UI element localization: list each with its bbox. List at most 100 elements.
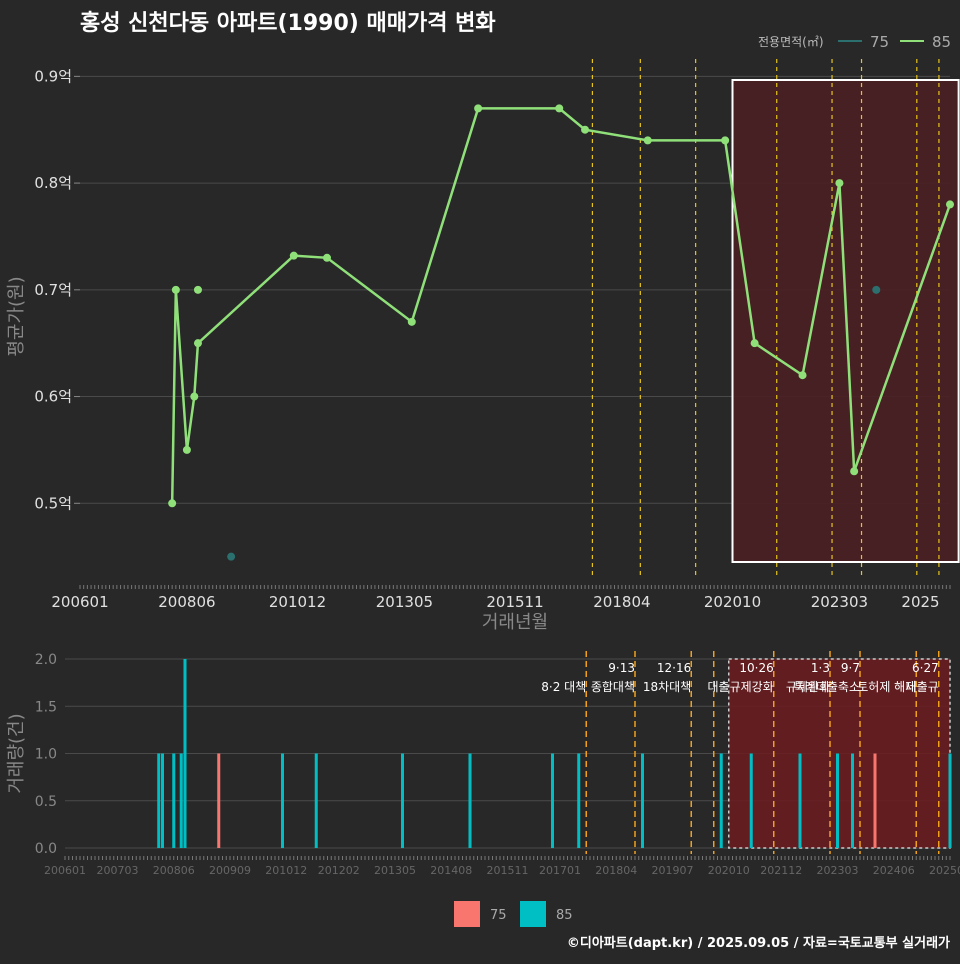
y-axis-title: 평균가(원): [6, 276, 27, 356]
bar-x-tick-label: 201907: [652, 864, 694, 877]
bar-y-axis-title: 거래량(건): [6, 713, 27, 793]
policy-label-name: 대출규제강화: [708, 680, 774, 694]
price-point-85: [643, 136, 652, 145]
price-point-85: [168, 499, 177, 508]
bar-y-tick-label: 0.0: [35, 841, 57, 857]
price-point-85: [182, 445, 191, 454]
policy-label-date: 9·7: [841, 661, 860, 675]
price-point-85: [835, 179, 844, 188]
bar-y-tick-label: 1.0: [35, 747, 57, 763]
y-tick-label: 0.9억: [34, 67, 72, 85]
bar-x-tick-label: 200601: [44, 864, 86, 877]
legend-title: 전용면적(㎡): [758, 35, 824, 49]
bottom-legend-swatch-75: [454, 901, 480, 927]
footer-credit: ©디아파트(dapt.kr) / 2025.09.05 / 자료=국토교통부 실…: [567, 935, 950, 951]
bar-x-tick-label: 202509: [929, 864, 960, 877]
price-point-85: [322, 253, 331, 262]
bar-x-tick-label: 200909: [209, 864, 251, 877]
bar-x-tick-label: 202303: [817, 864, 859, 877]
policy-label-date: 10·26: [739, 661, 773, 675]
bar-x-tick-label: 201408: [430, 864, 472, 877]
bar-highlight-box: [728, 658, 951, 849]
volume-bar-85: [948, 753, 952, 848]
price-point-85: [850, 467, 859, 476]
bar-x-tick-label: 202010: [708, 864, 750, 877]
price-point-85: [581, 125, 590, 134]
chart-title: 홍성 신천다동 아파트(1990) 매매가격 변화: [80, 11, 496, 36]
y-tick-label: 0.6억: [34, 388, 72, 406]
price-line-85: [170, 107, 952, 504]
policy-label-date: 1·3: [811, 661, 830, 675]
x-tick-label: 201305: [376, 593, 433, 611]
legend-label-75: 75: [870, 33, 889, 51]
price-point-85: [193, 285, 202, 294]
volume-bar-85: [641, 753, 644, 848]
volume-bar-75: [217, 753, 221, 848]
volume-bar-85: [183, 659, 187, 848]
bar-x-tick-label: 200703: [97, 864, 139, 877]
volume-bar-85: [836, 753, 839, 848]
bar-y-tick-label: 1.5: [35, 699, 57, 715]
policy-label-date: 6·27: [912, 661, 939, 675]
price-point-85: [798, 371, 807, 380]
price-point-85: [946, 200, 954, 209]
bottom-legend-label-75: 75: [490, 908, 507, 923]
bar-x-tick-label: 201305: [374, 864, 416, 877]
volume-bar-85: [157, 753, 161, 848]
price-point-85: [193, 339, 202, 348]
volume-bar-75: [873, 753, 877, 848]
x-tick-label: 201804: [593, 593, 650, 611]
price-point-75: [227, 552, 236, 561]
volume-bar-85: [172, 753, 176, 848]
y-tick-label: 0.8억: [34, 174, 72, 192]
y-tick-label: 0.5억: [34, 494, 72, 512]
price-point-75: [872, 285, 881, 294]
bar-y-tick-label: 2.0: [35, 652, 57, 668]
price-point-85: [555, 104, 564, 113]
price-point-85: [750, 339, 759, 348]
bar-x-tick-label: 201511: [487, 864, 529, 877]
policy-label-name: 토허제 해제: [857, 680, 916, 694]
x-tick-label: 202010: [704, 593, 761, 611]
volume-bar-85: [314, 753, 318, 848]
price-point-85: [407, 317, 416, 326]
y-tick-label: 0.7억: [34, 281, 72, 299]
bar-x-tick-label: 202112: [760, 864, 802, 877]
volume-bar-85: [851, 753, 854, 848]
bottom-legend-swatch-85: [520, 901, 546, 927]
volume-bar-85: [281, 753, 284, 848]
volume-bar-85: [551, 753, 554, 848]
volume-bar-85: [749, 753, 753, 848]
volume-bar-85: [719, 753, 723, 848]
x-tick-label: 201511: [486, 593, 543, 611]
bar-x-tick-label: 202406: [873, 864, 915, 877]
policy-label-date: 12·16: [657, 661, 691, 675]
bar-y-tick-label: 0.5: [35, 794, 57, 810]
price-point-85: [190, 392, 199, 401]
x-tick-label: 200806: [158, 593, 215, 611]
volume-bar-85: [798, 753, 802, 848]
price-point-85: [171, 285, 180, 294]
bar-x-tick-label: 201804: [595, 864, 637, 877]
price-point-85: [721, 136, 730, 145]
legend-label-85: 85: [932, 33, 951, 51]
x-tick-label: 201012: [269, 593, 326, 611]
policy-label-name: 특례대출축소: [794, 680, 860, 694]
volume-bar-85: [401, 753, 404, 848]
volume-bar-85: [179, 753, 183, 848]
policy-label-date: 9·13: [608, 661, 635, 675]
volume-bar-85: [468, 753, 472, 848]
price-chart: 0.5억 0.6억 0.7억 0.8억 0.9억 200601 200806 201012 20…: [6, 59, 960, 633]
bar-x-tick-label: 201012: [265, 864, 307, 877]
bar-x-tick-label: 201701: [539, 864, 581, 877]
policy-label-name: 규제완화: [786, 680, 830, 694]
volume-bar-85: [161, 753, 164, 848]
volume-bar-85: [577, 753, 581, 848]
volume-chart: 0.0 0.5 1.0 1.5 2.0 거래량(건) 200601 200703 200806 2…: [6, 651, 960, 877]
bar-x-tick-label: 200806: [153, 864, 195, 877]
policy-label-name: 대출규: [906, 680, 939, 694]
price-point-85: [289, 251, 298, 260]
bar-x-tick-label: 201202: [318, 864, 360, 877]
